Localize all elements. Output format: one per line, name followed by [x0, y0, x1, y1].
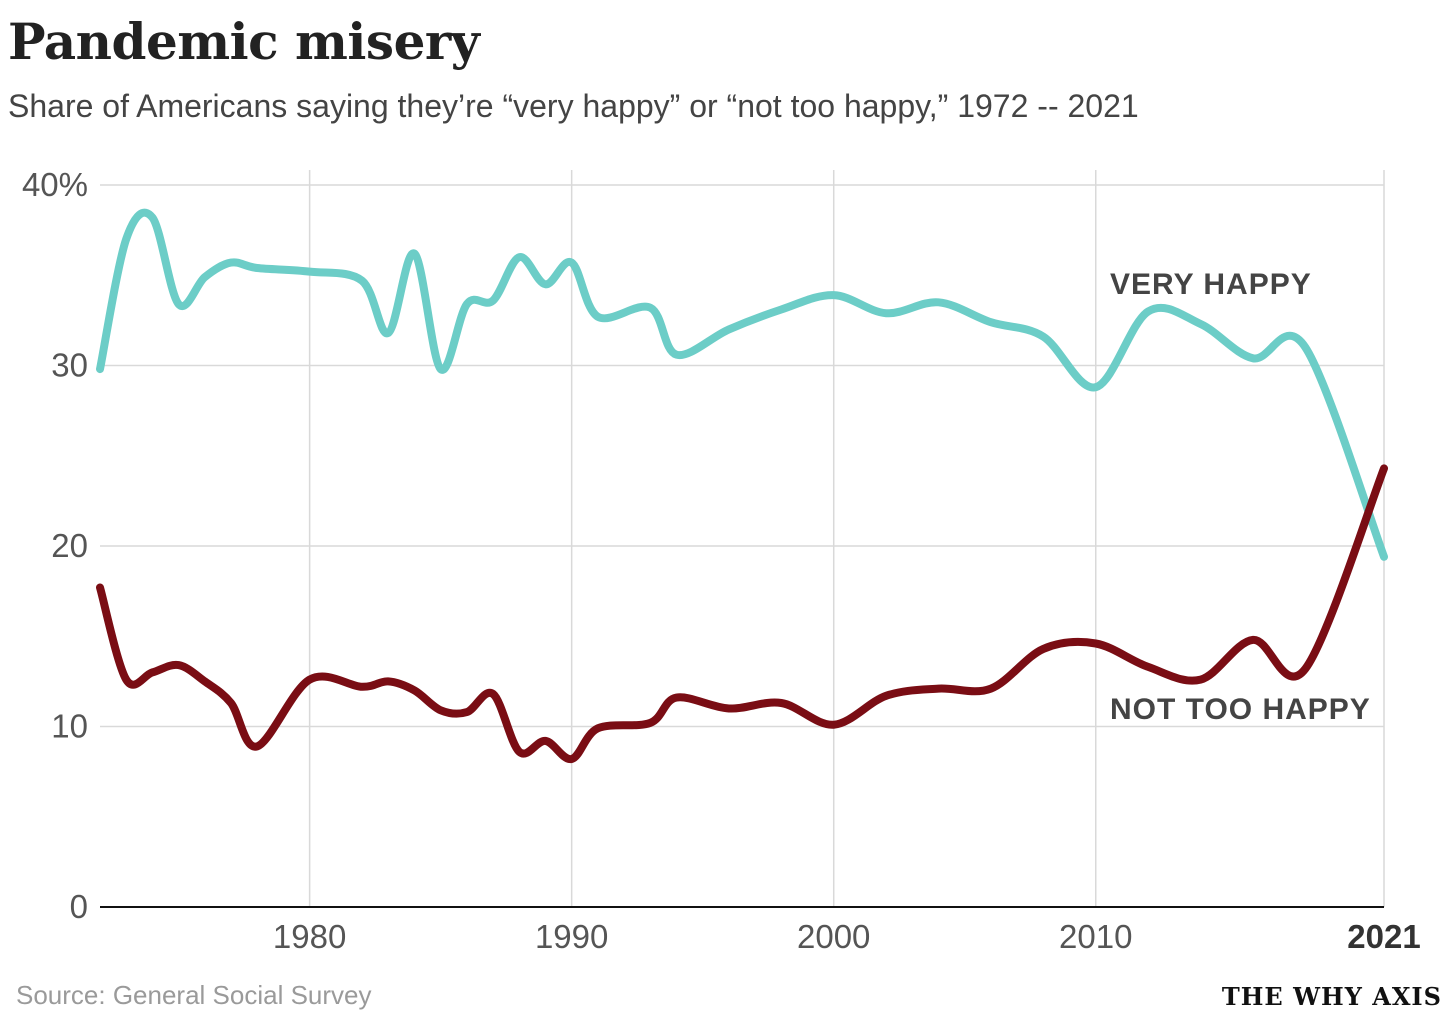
x-tick-label: 2000	[797, 918, 870, 955]
tick-labels: 0 10 20 30 40% 1980 1990 2000 2010 2021	[22, 166, 1421, 955]
y-gridlines	[100, 184, 1384, 728]
x-tick-label: 2010	[1059, 918, 1132, 955]
series-layer	[96, 208, 1388, 764]
y-tick-label: 40%	[22, 166, 88, 203]
y-tick-label: 0	[70, 888, 88, 925]
x-tick-label: 1990	[535, 918, 608, 955]
chart-subtitle: Share of Americans saying they’re “very …	[8, 88, 1139, 124]
series-1	[96, 464, 1388, 764]
not-too-happy-label: NOT TOO HAPPY	[1110, 693, 1371, 726]
x-tick-label: 1980	[273, 918, 346, 955]
source-note: Source: General Social Survey	[16, 980, 372, 1010]
y-tick-label: 20	[51, 527, 88, 564]
chart-title: Pandemic misery	[8, 12, 480, 71]
very-happy-label: VERY HAPPY	[1110, 268, 1312, 301]
x-tick-label: 2021	[1347, 918, 1420, 955]
series-line	[96, 208, 1388, 561]
y-tick-label: 10	[51, 708, 88, 745]
series-line	[96, 464, 1388, 764]
series-0	[96, 208, 1388, 561]
y-tick-label: 30	[51, 347, 88, 384]
brand-logo: THE WHY AXIS	[1221, 982, 1442, 1011]
x-gridlines	[308, 170, 1385, 907]
